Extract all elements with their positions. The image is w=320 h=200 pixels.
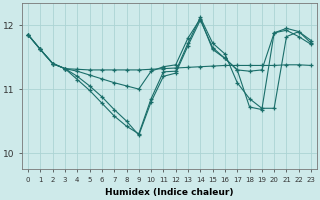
X-axis label: Humidex (Indice chaleur): Humidex (Indice chaleur) <box>105 188 234 197</box>
